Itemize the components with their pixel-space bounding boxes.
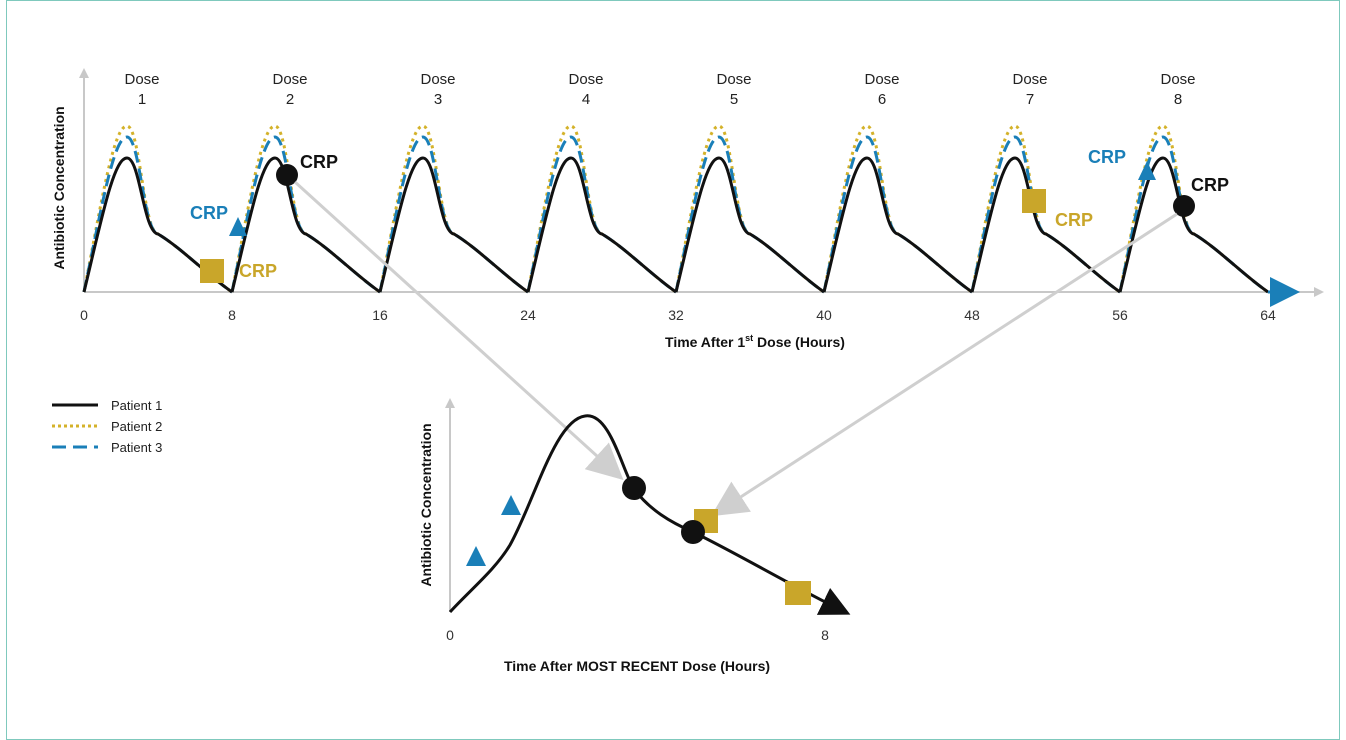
mapping-arrows (293, 180, 1178, 517)
bottom-patient3-marker-2 (501, 495, 521, 515)
patient2-dose1-crp-marker (200, 259, 224, 283)
top-x-tick: 16 (372, 307, 388, 323)
top-x-tick: 32 (668, 307, 684, 323)
top-y-axis-arrow-icon (79, 68, 89, 78)
bottom-axes (445, 398, 455, 612)
top-x-tick: 0 (80, 307, 88, 323)
top-x-tick: 64 (1260, 307, 1276, 323)
legend-label-patient3: Patient 3 (111, 440, 162, 455)
dose-label-word: Dose (716, 71, 751, 88)
legend: Patient 1 Patient 2 Patient 3 (52, 398, 162, 455)
bottom-x-tick-8: 8 (821, 627, 829, 643)
dose-label-number: 1 (138, 91, 146, 108)
patient1-dose8-crp-label: CRP (1191, 175, 1229, 195)
dose-label-word: Dose (1012, 71, 1047, 88)
top-axes (79, 68, 1324, 297)
bottom-markers (466, 476, 811, 605)
bottom-y-axis-arrow-icon (445, 398, 455, 408)
top-x-tick: 40 (816, 307, 832, 323)
dose-label-word: Dose (1160, 71, 1195, 88)
legend-label-patient1: Patient 1 (111, 398, 162, 413)
bottom-patient2-marker-2 (785, 581, 811, 605)
patient1-dose2-crp-label: CRP (300, 152, 338, 172)
patient3-dose8-crp-marker (1138, 161, 1156, 180)
dose-label-number: 2 (286, 91, 294, 108)
bottom-patient1-marker-1 (622, 476, 646, 500)
patient2-dose1-crp-label: CRP (239, 261, 277, 281)
dose-label-number: 7 (1026, 91, 1034, 108)
top-y-axis-title: Antibiotic Concentration (51, 106, 67, 269)
bottom-curve-patient1 (448, 414, 851, 615)
top-x-axis-title: Time After 1st Dose (Hours) (665, 333, 845, 350)
dose-label-word: Dose (568, 71, 603, 88)
dose-label-number: 3 (434, 91, 442, 108)
patient3-dose2-crp-label: CRP (190, 203, 228, 223)
legend-label-patient2: Patient 2 (111, 419, 162, 434)
dose-label-word: Dose (420, 71, 455, 88)
bottom-patient1-marker-2 (681, 520, 705, 544)
bottom-x-tick-0: 0 (446, 627, 454, 643)
dose-label-number: 8 (1174, 91, 1182, 108)
bottom-x-axis-title: Time After MOST RECENT Dose (Hours) (504, 658, 770, 674)
top-curve-patient3 (82, 135, 1269, 294)
dose-label-number: 6 (878, 91, 886, 108)
mapping-arrow-dose2 (293, 180, 624, 481)
bottom-patient3-marker-1 (466, 546, 486, 566)
patient3-dose8-crp-label: CRP (1088, 147, 1126, 167)
top-x-axis-arrow-icon (1314, 287, 1324, 297)
top-x-tick: 48 (964, 307, 980, 323)
top-x-tick: 24 (520, 307, 536, 323)
dose-label-number: 5 (730, 91, 738, 108)
dose-label-word: Dose (272, 71, 307, 88)
dose-label-number: 4 (582, 91, 590, 108)
patient2-dose7-crp-label: CRP (1055, 210, 1093, 230)
patient3-dose2-crp-marker (229, 217, 247, 236)
top-markers: CRP CRP CRP CRP CRP CRP (190, 147, 1229, 283)
patient1-dose2-crp-marker (276, 164, 298, 186)
top-curve-patient2 (82, 124, 1269, 294)
mapping-arrow-dose8 (710, 212, 1178, 517)
bottom-y-axis-title: Antibiotic Concentration (418, 423, 434, 586)
dose-labels: Dose 1 Dose 2 Dose 3 Dose 4 Dose 5 Dose 6 Dose 7 Dose 8 (124, 71, 1195, 108)
top-x-ticks: 0 8 16 24 32 40 48 56 64 (80, 307, 1276, 323)
dose-label-word: Dose (124, 71, 159, 88)
patient1-dose8-crp-marker (1173, 195, 1195, 217)
patient2-dose7-crp-marker (1022, 189, 1046, 213)
top-x-tick: 56 (1112, 307, 1128, 323)
top-x-tick: 8 (228, 307, 236, 323)
top-curves (82, 124, 1300, 307)
dose-label-word: Dose (864, 71, 899, 88)
